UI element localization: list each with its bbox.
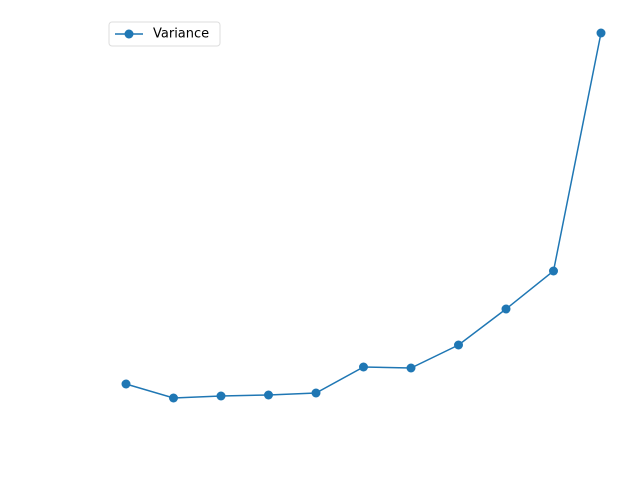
data-point [216, 391, 226, 401]
series-line [125, 32, 602, 399]
data-point [311, 388, 321, 398]
legend: Variance [108, 21, 221, 47]
legend-label: Variance [153, 27, 209, 42]
data-point [596, 28, 606, 38]
data-point [359, 362, 368, 372]
data-point [169, 393, 178, 403]
data-point [549, 266, 558, 276]
data-point [454, 340, 463, 350]
legend-frame [108, 21, 221, 47]
data-point [264, 390, 273, 400]
legend-marker [124, 29, 134, 39]
data-point [501, 304, 511, 314]
data-point [121, 379, 131, 389]
data-point [406, 363, 416, 373]
